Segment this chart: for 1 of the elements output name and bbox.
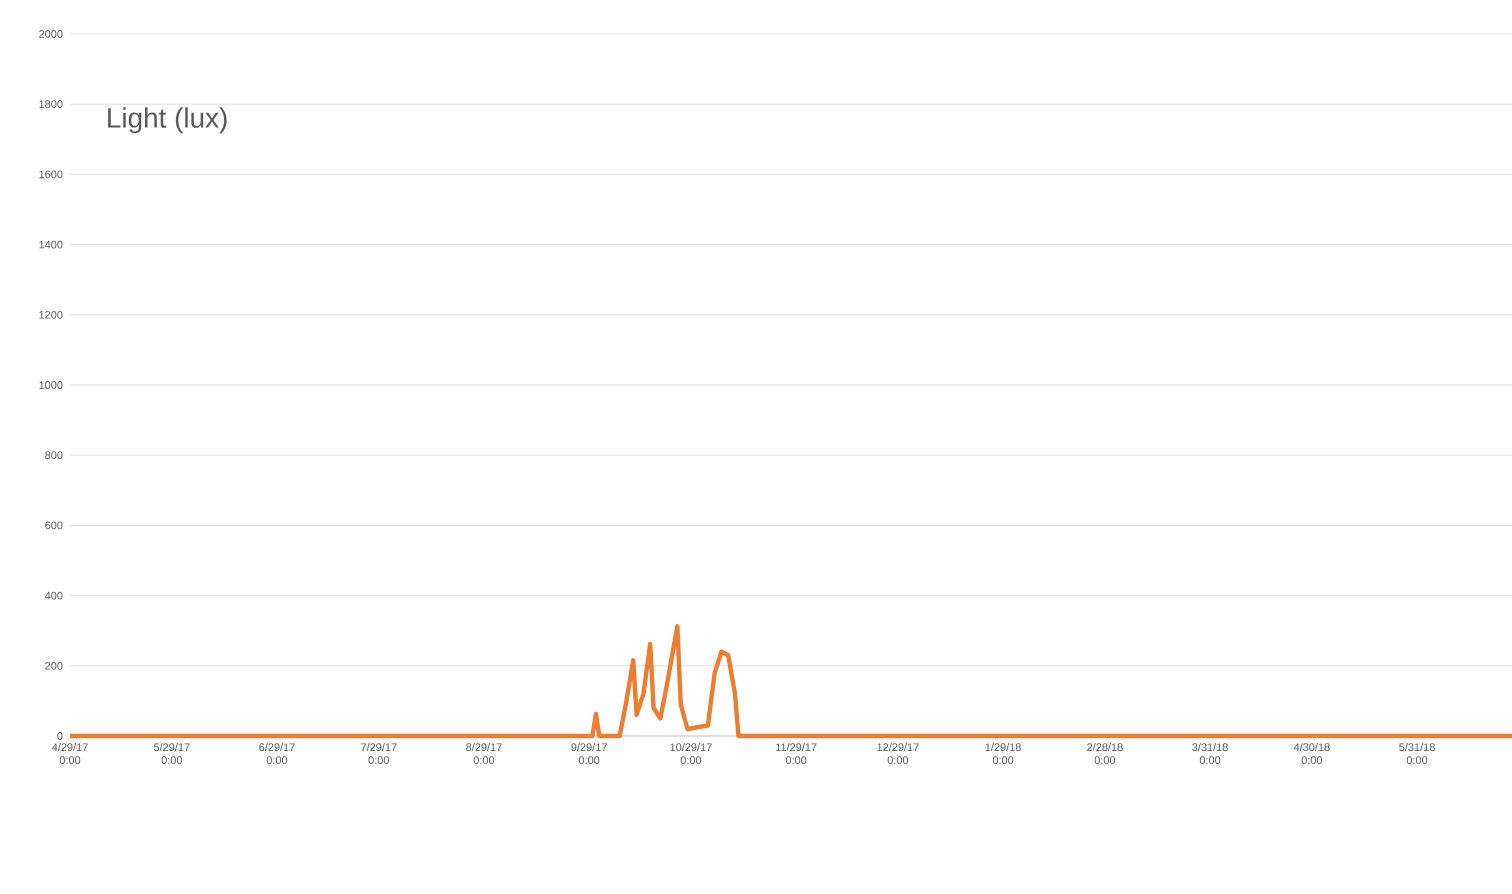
text: Light (lux) xyxy=(108,107,227,134)
